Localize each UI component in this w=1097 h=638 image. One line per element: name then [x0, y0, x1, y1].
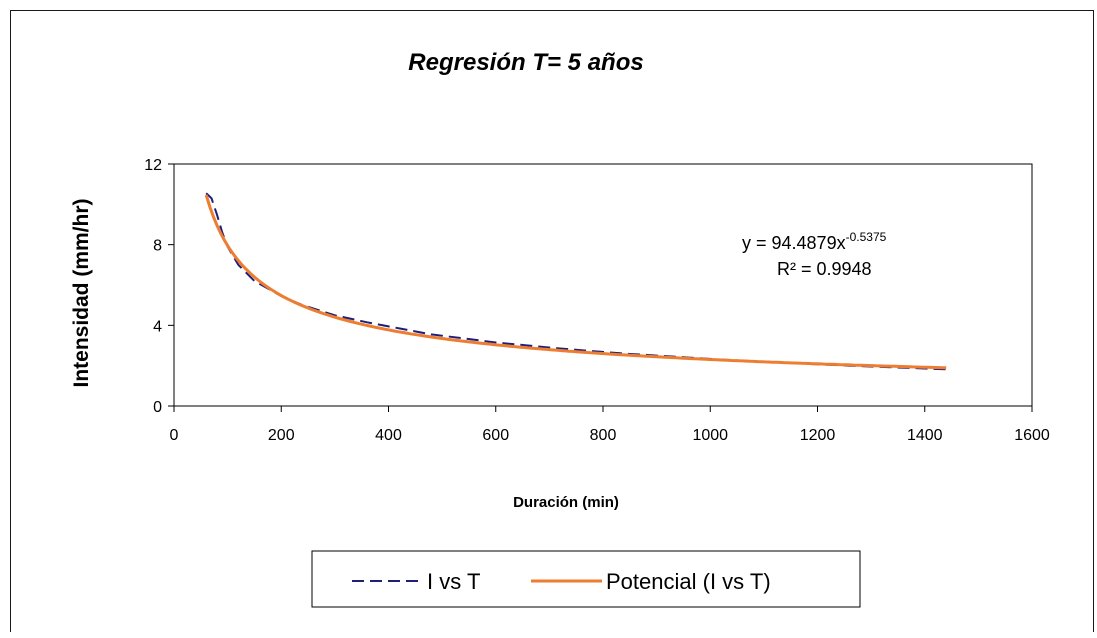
- plot-area: 0 4 8 12 0 200 400 600 800 1000 1200 1400 1600: [144, 157, 1050, 444]
- chart-frame: Regresión T= 5 años 0 4 8 12 0 200 400 600 800 1…: [10, 10, 1094, 632]
- trendline-equation: y = 94.4879x-0.5375: [742, 230, 887, 253]
- y-tick-label: 12: [144, 157, 162, 174]
- y-tick-label: 4: [153, 318, 162, 335]
- legend: I vs T Potencial (I vs T): [311, 550, 861, 608]
- y-axis-label: Intensidad (mm/hr): [70, 198, 93, 387]
- x-tick-label: 800: [590, 427, 617, 444]
- legend-label-i-vs-t: I vs T: [427, 569, 480, 594]
- series-line-potencial: [204, 194, 947, 370]
- chart-title: Regresión T= 5 años: [408, 49, 643, 76]
- y-tick-label: 8: [153, 238, 162, 255]
- x-axis: 0 200 400 600 800 1000 1200 1400 1600: [170, 406, 1050, 444]
- legend-label-potencial: Potencial (I vs T): [606, 569, 771, 594]
- r-squared-label: R² = 0.9948: [777, 259, 872, 279]
- x-tick-label: 1600: [1014, 427, 1050, 444]
- x-tick-label: 1000: [692, 427, 728, 444]
- y-tick-label: 0: [153, 399, 162, 416]
- x-tick-label: 1200: [800, 427, 836, 444]
- series-group: [204, 192, 947, 371]
- x-tick-label: 400: [375, 427, 402, 444]
- x-tick-label: 0: [170, 427, 179, 444]
- x-tick-label: 1400: [907, 427, 943, 444]
- x-tick-label: 600: [482, 427, 509, 444]
- series-line-i-vs-t: [205, 192, 947, 371]
- y-axis: 0 4 8 12: [144, 157, 174, 416]
- legend-box: [311, 550, 861, 608]
- x-tick-label: 200: [268, 427, 295, 444]
- chart-svg: Regresión T= 5 años 0 4 8 12 0 200 400 600 800 1…: [70, 49, 1050, 608]
- x-axis-label: Duración (min): [513, 494, 619, 511]
- plot-border: [173, 163, 1033, 407]
